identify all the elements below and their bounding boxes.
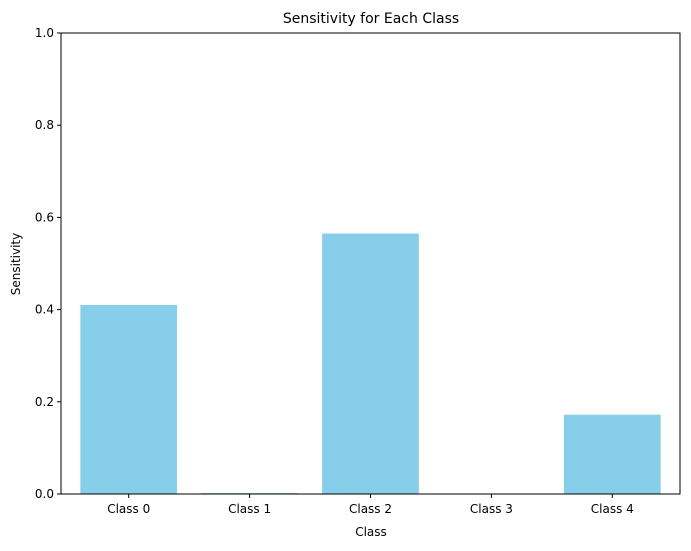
x-tick-label-3: Class 3 — [470, 502, 513, 516]
y-tick-label-2: 0.4 — [35, 303, 54, 317]
plot-area: 0.0 0.2 0.4 0.6 0.8 1.0 Class 0 Class 1 Class 2 C… — [35, 26, 681, 516]
bar-4 — [563, 414, 661, 494]
x-tick-label-4: Class 4 — [591, 502, 634, 516]
x-axis-label: Class — [355, 525, 387, 539]
y-axis-label: Sensitivity — [9, 233, 23, 295]
chart-title: Sensitivity for Each Class — [283, 11, 459, 27]
x-tick-label-1: Class 1 — [228, 502, 271, 516]
y-tick-label-4: 0.8 — [35, 118, 54, 132]
y-tick-label-0: 0.0 — [35, 487, 54, 501]
x-tick-label-0: Class 0 — [107, 502, 150, 516]
bar-2 — [322, 233, 419, 494]
x-tick-label-2: Class 2 — [349, 502, 392, 516]
y-tick-label-3: 0.6 — [35, 210, 54, 224]
y-tick-label-1: 0.2 — [35, 395, 54, 409]
bar-0 — [80, 304, 178, 494]
y-tick-label-5: 1.0 — [35, 26, 54, 40]
